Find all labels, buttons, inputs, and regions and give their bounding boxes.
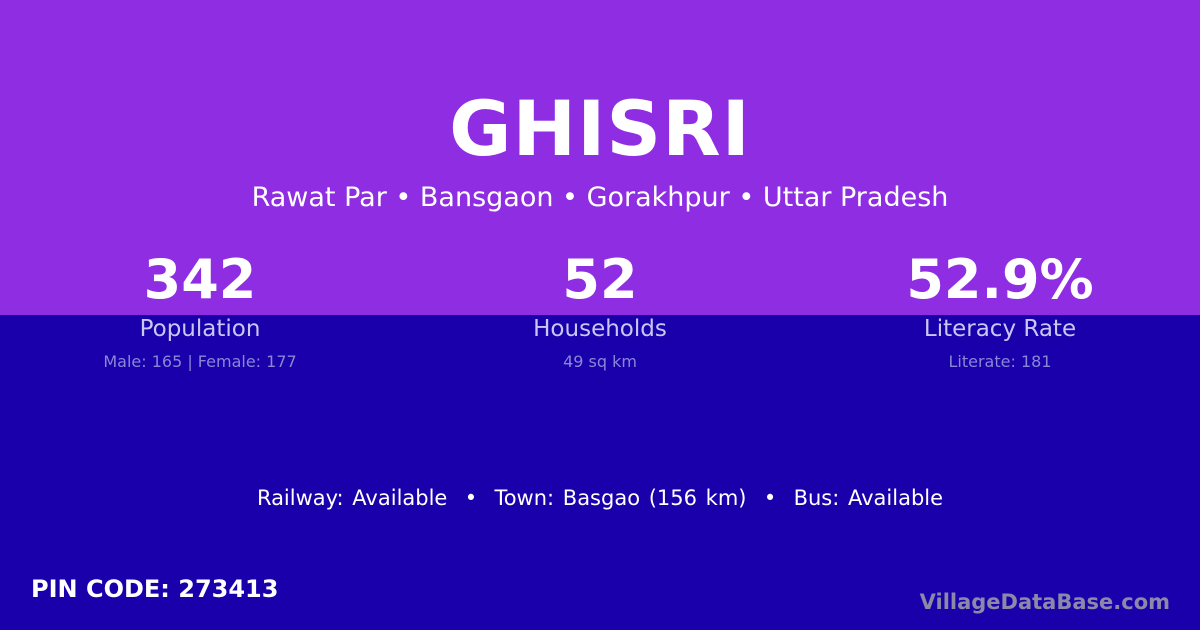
header-band	[0, 0, 1200, 315]
stat-literacy: 52.9% Literacy Rate Literate: 181	[800, 248, 1200, 372]
stat-detail: Literate: 181	[948, 352, 1052, 371]
amenities-line: Railway: Available • Town: Basgao (156 k…	[256, 486, 944, 510]
stat-label: Population	[139, 316, 261, 342]
pin-code: PIN CODE: 273413	[31, 575, 279, 603]
stat-value: 342	[143, 248, 257, 311]
stat-detail: Male: 165 | Female: 177	[103, 352, 297, 371]
stat-population: 342 Population Male: 165 | Female: 177	[0, 248, 400, 372]
stat-households: 52 Households 49 sq km	[400, 248, 800, 372]
stat-label: Literacy Rate	[923, 316, 1077, 342]
stat-value: 52	[562, 248, 638, 311]
village-name: GHISRI	[449, 84, 751, 173]
brand-watermark: VillageDataBase.com	[919, 590, 1170, 614]
location-breadcrumb: Rawat Par • Bansgaon • Gorakhpur • Uttar…	[251, 182, 949, 213]
stat-value: 52.9%	[906, 248, 1094, 311]
stat-detail: 49 sq km	[563, 352, 637, 371]
stat-label: Households	[533, 316, 667, 342]
